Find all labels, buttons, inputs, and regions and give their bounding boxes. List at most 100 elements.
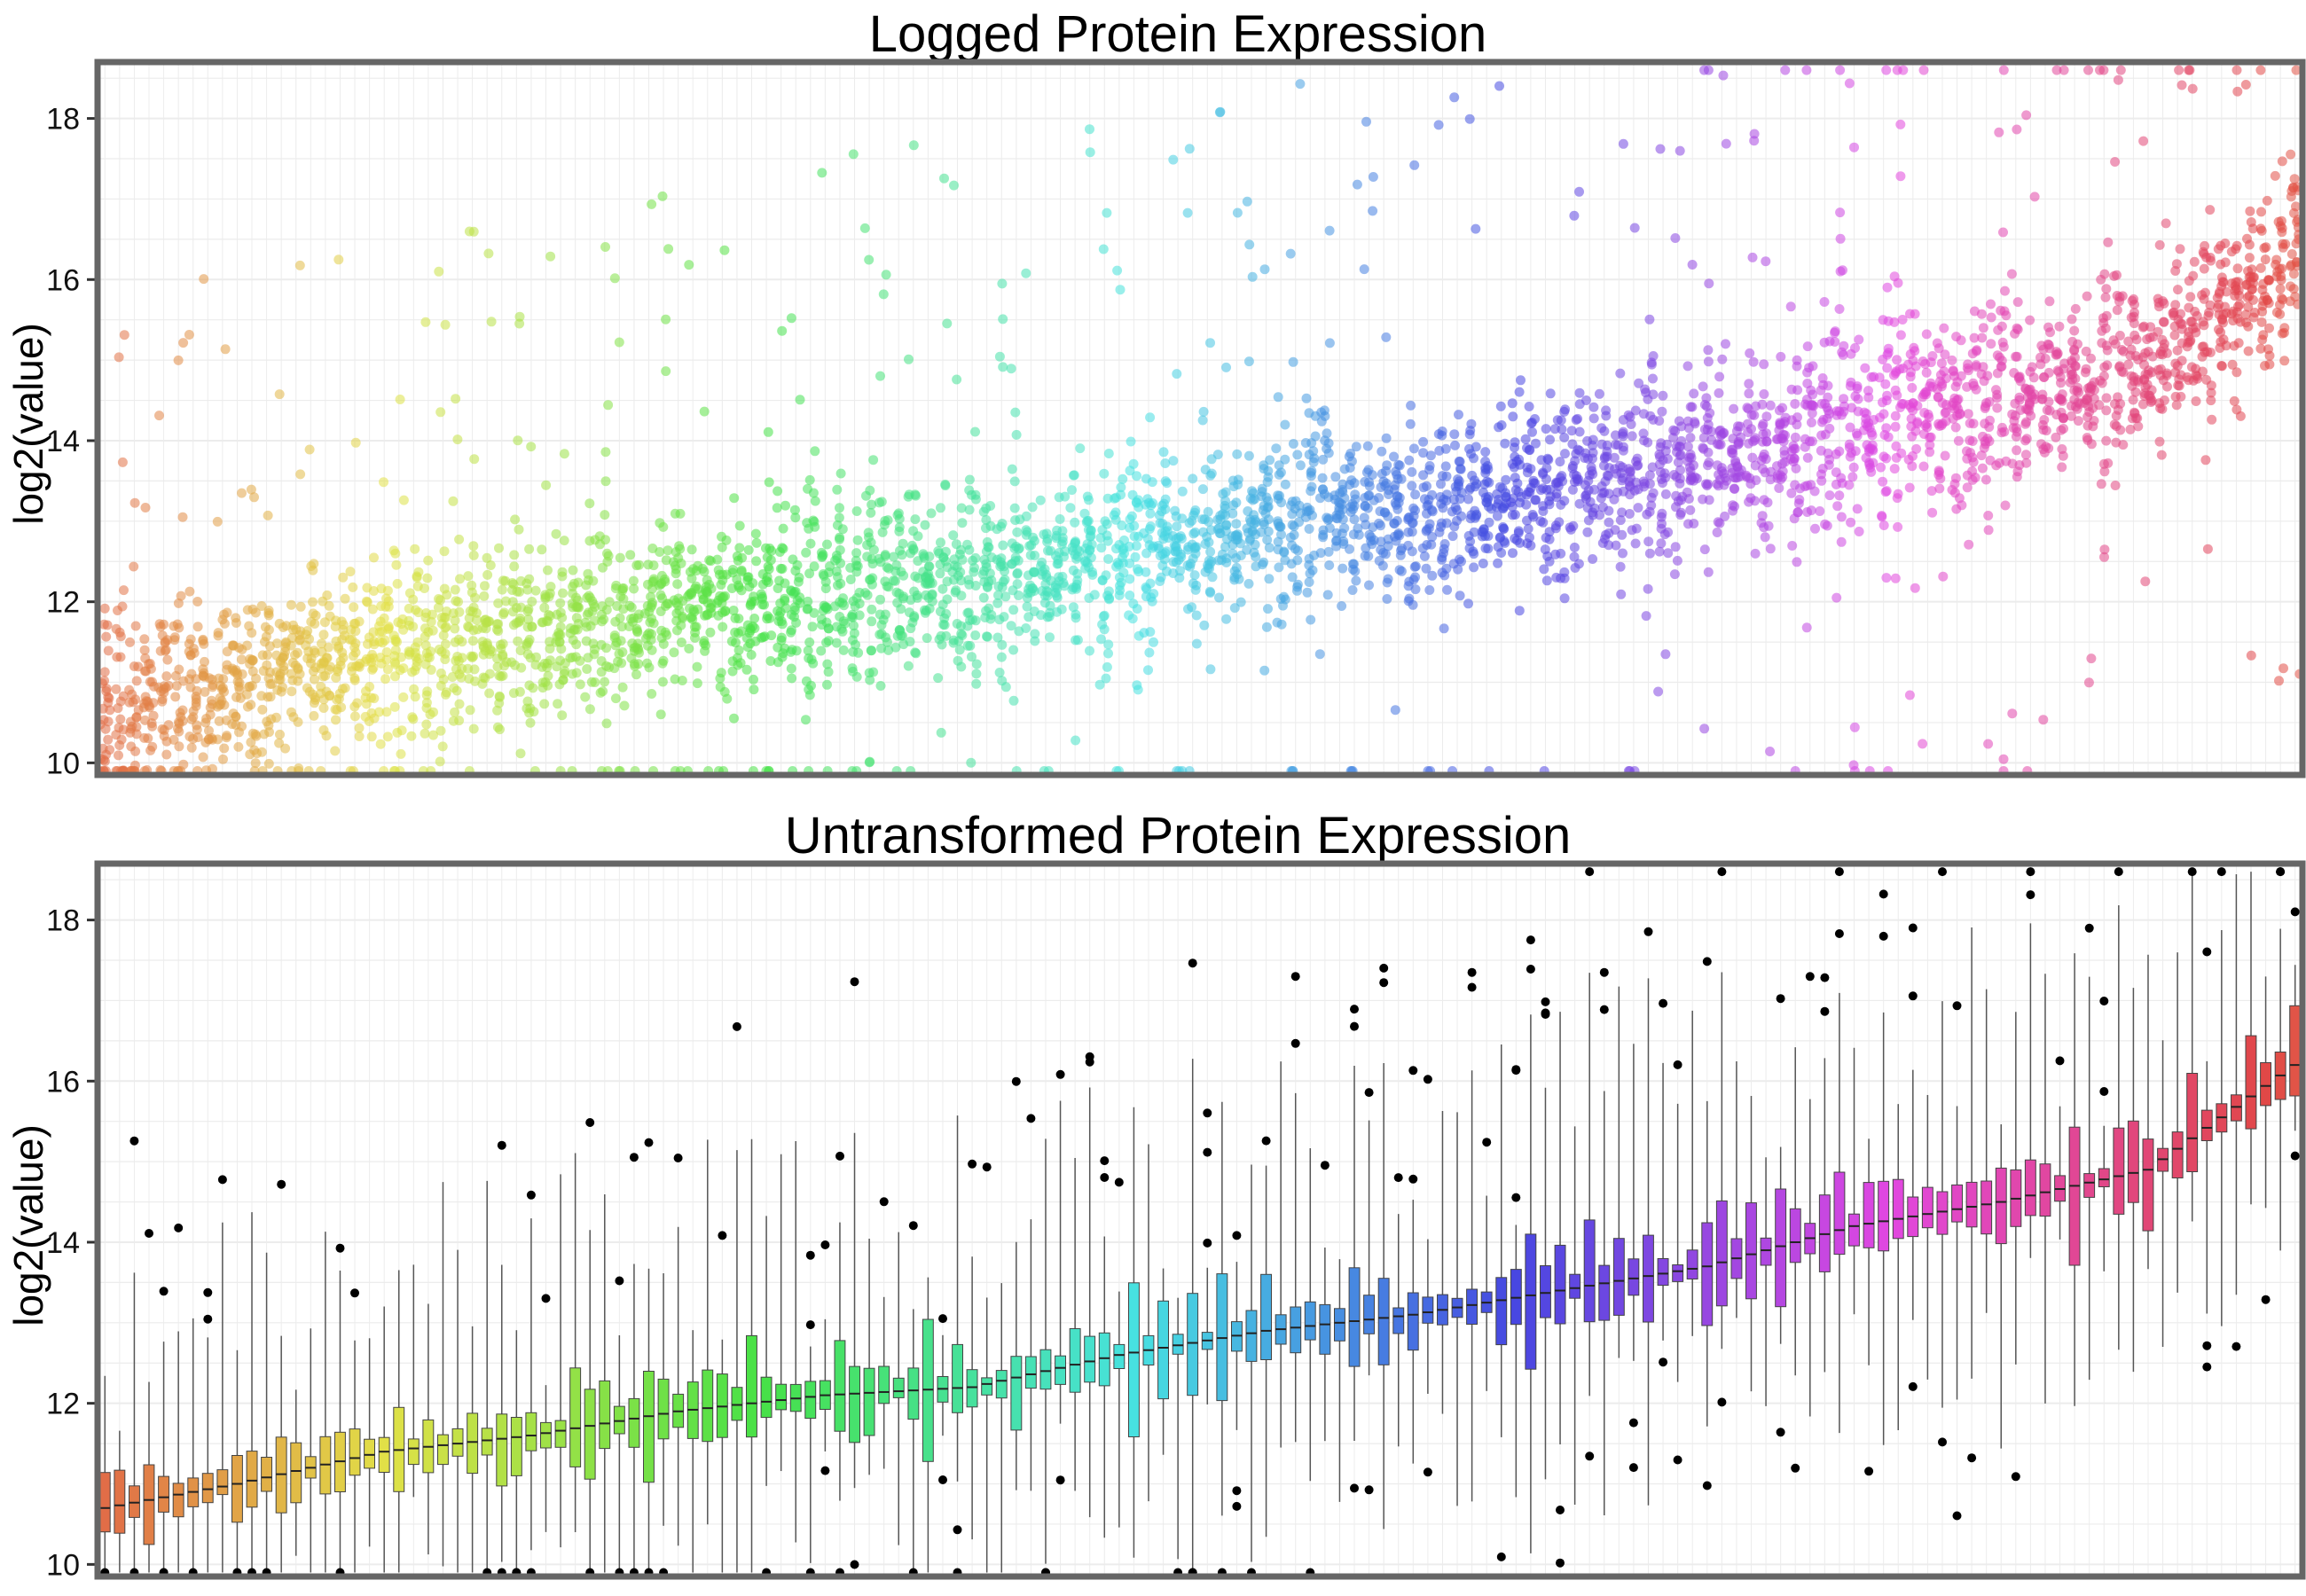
scatter-point [522,578,532,589]
scatter-point [398,692,409,702]
scatter-point [1802,401,1813,411]
boxplot-box [525,1218,537,1551]
scatter-point [498,575,508,586]
scatter-point [1449,429,1460,440]
scatter-point [2156,450,2167,460]
scatter-point [492,653,503,664]
scatter-point [271,712,281,723]
scatter-point [2274,676,2284,686]
scatter-point [464,226,475,237]
scatter-point [949,180,959,191]
scatter-point [1545,434,1555,445]
scatter-point [1039,564,1050,575]
scatter-point [1670,233,1681,243]
scatter-point [1854,527,1864,536]
scatter-point [648,574,659,584]
scatter-point [1191,638,1202,649]
scatter-point [981,606,992,616]
scatter-point [1618,426,1628,437]
scatter-point [316,681,326,692]
boxplot-box [349,1340,361,1573]
scatter-point [467,636,478,646]
scatter-point [759,599,769,610]
scatter-point [1272,617,1282,628]
scatter-point [353,661,364,671]
scatter-point [1690,417,1700,427]
scatter-point [1950,422,1961,433]
boxplot-box [628,1264,640,1573]
scatter-point [472,614,482,625]
scatter-point [423,555,434,566]
boxplot-box [554,1174,567,1548]
scatter-point [2202,347,2213,357]
scatter-point [868,455,879,466]
scatter-point [1559,433,1570,442]
scatter-point [1158,447,1169,458]
scatter-point [1382,577,1392,588]
scatter-point [777,543,788,553]
scatter-point [1228,548,1237,559]
scatter-point [1932,338,1942,348]
scatter-point [537,617,547,628]
scatter-point [868,544,879,555]
scatter-point [801,715,811,725]
scatter-point [997,278,1008,289]
scatter-point [1259,464,1269,474]
scatter-point [1852,504,1863,514]
scatter-point [2153,301,2164,312]
scatter-point [1879,520,1889,530]
boxplot-box [496,1264,508,1562]
boxplot-box [98,1375,111,1573]
scatter-point [2277,328,2287,339]
scatter-point [1452,515,1462,526]
scatter-point [998,576,1008,587]
scatter-point [1143,665,1153,676]
scatter-point [736,626,747,637]
scatter-point [1775,419,1785,430]
scatter-point [376,658,387,669]
scatter-point [483,616,494,627]
scatter-point [169,734,179,745]
scatter-point [1116,577,1126,588]
scatter-point [1301,393,1312,403]
boxplot-outlier [673,1154,683,1162]
scatter-point [246,700,256,710]
scatter-point [2096,274,2106,285]
scatter-point [982,536,992,547]
scatter-point [834,512,844,523]
scatter-point [2286,249,2297,259]
scatter-point [231,613,241,623]
scatter-point [125,727,136,738]
scatter-point [670,674,680,685]
scatter-point [1158,498,1169,509]
scatter-point [736,565,747,575]
scatter-point [482,552,492,563]
scatter-point [1247,527,1258,537]
scatter-point [286,599,296,610]
scatter-point [669,647,679,658]
scatter-point [1381,433,1392,443]
boxplot-outlier [982,1162,992,1172]
scatter-point [1986,339,1996,349]
scatter-point [396,748,406,759]
scatter-point [1407,527,1417,537]
scatter-point [994,614,1005,625]
scatter-point [1980,403,1990,413]
scatter-point [103,734,114,745]
scatter-point [1102,536,1113,546]
scatter-point [212,701,223,712]
scatter-point [1643,437,1653,448]
boxplot-box [760,1216,773,1486]
scatter-point [1541,533,1551,543]
scatter-point [392,578,403,589]
scatter-point [1938,571,1949,582]
scatter-point [1302,587,1313,598]
scatter-point [1898,65,1909,75]
scatter-point [1863,446,1874,457]
scatter-point [749,685,759,695]
scatter-point [161,645,171,655]
scatter-point [1539,564,1549,575]
scatter-point [523,614,534,624]
scatter-point [1439,623,1449,634]
scatter-point [2067,365,2076,376]
